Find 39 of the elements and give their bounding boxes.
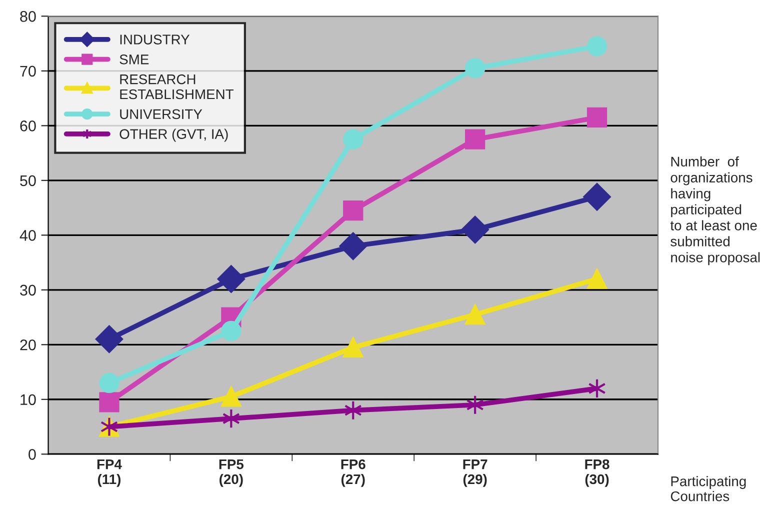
y-tick-label: 30 xyxy=(20,284,36,296)
point xyxy=(95,325,124,353)
point xyxy=(465,129,486,150)
y-tick-label: 60 xyxy=(20,120,36,132)
legend-label: SME xyxy=(120,54,149,64)
point xyxy=(339,232,367,260)
y-tick-label: 70 xyxy=(20,66,36,77)
legend-label: RESEARCH ESTABLISHMENT xyxy=(120,74,234,100)
legend-label: UNIVERSITY xyxy=(120,109,202,120)
legend-label: INDUSTRY xyxy=(120,34,190,44)
point xyxy=(586,268,608,290)
x-tick-label: FP5 (20) xyxy=(219,460,244,487)
x-tick-label: FP7 (29) xyxy=(463,460,488,487)
point xyxy=(465,304,486,325)
point xyxy=(217,265,245,293)
point xyxy=(343,200,364,221)
legend-label: OTHER (GVT, IA) xyxy=(120,128,228,142)
point xyxy=(343,129,364,150)
x-axis-title: Participating Countries xyxy=(670,476,746,502)
y-tick-label: 10 xyxy=(20,394,36,406)
y-tick-label: 20 xyxy=(20,340,36,350)
point xyxy=(343,337,364,358)
point xyxy=(586,107,608,128)
point xyxy=(99,372,120,394)
point xyxy=(583,183,611,211)
point xyxy=(586,36,608,56)
y-tick-label: 50 xyxy=(20,175,36,186)
point xyxy=(99,392,120,412)
x-tick-label: FP8 (30) xyxy=(585,459,610,487)
y-tick-label: 80 xyxy=(20,11,36,22)
x-tick-label: FP6 (27) xyxy=(341,459,366,487)
x-tick-label: FP4 (11) xyxy=(97,460,122,487)
y-tick-label: 40 xyxy=(20,230,36,241)
point xyxy=(221,386,242,407)
y-tick-label: 0 xyxy=(28,449,36,460)
point xyxy=(465,58,486,78)
y-axis-title: Number of organizations having participated to at least one submitted noise proposal xyxy=(670,156,760,266)
point xyxy=(461,216,489,244)
point xyxy=(221,320,242,342)
